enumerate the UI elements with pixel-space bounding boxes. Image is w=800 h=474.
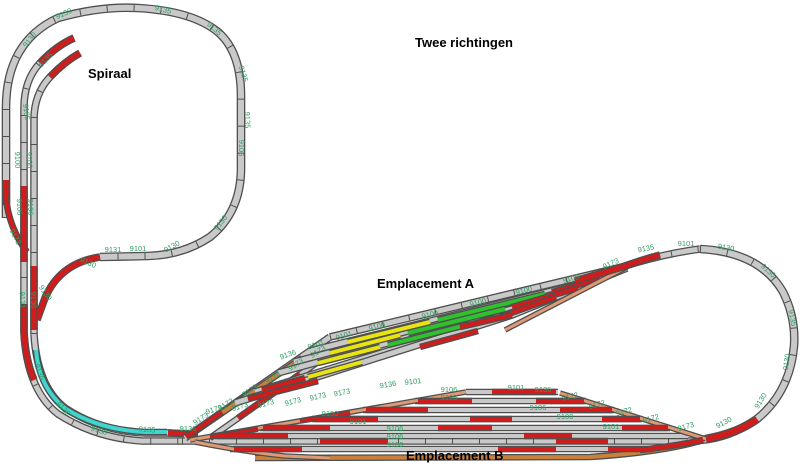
track-number: 9101 bbox=[350, 417, 367, 426]
track-fill-a6-red1 bbox=[247, 379, 319, 401]
track-number: 9106 bbox=[26, 198, 36, 215]
track-number: 9135 bbox=[243, 111, 253, 128]
track-number: 9100 bbox=[13, 151, 23, 168]
track-number: 9106 bbox=[441, 393, 458, 402]
track-fill-a3-green bbox=[407, 307, 506, 335]
track-number: 9130 bbox=[781, 353, 792, 371]
track-number: 9106 bbox=[387, 432, 404, 441]
track-number: 9106 bbox=[237, 140, 247, 157]
label-emplacement-a: Emplacement A bbox=[377, 276, 475, 291]
track-number: 9135 bbox=[237, 65, 250, 84]
track-number: 9172 bbox=[642, 412, 660, 425]
track-number: 9173 bbox=[677, 420, 696, 433]
track-number: 9173 bbox=[309, 390, 327, 403]
track-number: 9136 bbox=[535, 385, 552, 394]
track-number: 9101 bbox=[678, 239, 695, 248]
track-number: 9100 bbox=[562, 272, 580, 285]
track-joints-loop-topleft bbox=[3, 4, 244, 260]
track-fill-loop-right-red-bottom bbox=[705, 416, 759, 442]
track-u-inner-cyan bbox=[32, 349, 167, 436]
track-number: 9173 bbox=[231, 400, 250, 413]
track-fill-spiral-red-1 bbox=[38, 35, 76, 65]
track-fill-b-orange-tail-red bbox=[639, 438, 704, 452]
track-number: 9100 bbox=[421, 308, 439, 321]
track-number: 9106 bbox=[441, 385, 458, 394]
track-fill-a5-red1 bbox=[261, 376, 306, 392]
track-number: 9135 bbox=[21, 103, 32, 121]
track-joints-loop-right bbox=[699, 246, 798, 443]
track-number: 9100 bbox=[557, 412, 574, 421]
track-number: 9130 bbox=[717, 242, 735, 254]
track-u-inner bbox=[30, 333, 172, 437]
track-fill-u-outer-red bbox=[21, 305, 37, 381]
track-number: 9173 bbox=[257, 397, 275, 410]
track-number: 9101 bbox=[335, 329, 354, 342]
track-number: 9173 bbox=[333, 386, 351, 398]
track-number: 9101 bbox=[130, 244, 147, 253]
track-number: 9131 bbox=[18, 291, 28, 308]
track-number: 9130 bbox=[90, 424, 109, 437]
track-number: 9131 bbox=[105, 245, 122, 254]
track-fill-loop-right bbox=[699, 246, 798, 443]
track-loop-topleft bbox=[1, 3, 246, 262]
track-number: 9100 bbox=[387, 440, 404, 449]
track-number: 9135 bbox=[154, 3, 172, 16]
label-emplacement-b: Emplacement B bbox=[406, 448, 504, 463]
track-number: 9173 bbox=[284, 395, 302, 408]
track-number: 9135 bbox=[786, 309, 798, 327]
track-fill-loop-topleft bbox=[3, 4, 244, 260]
track-number: 9106 bbox=[387, 424, 404, 433]
track-fill-spiral-red-2 bbox=[48, 50, 82, 79]
track-loop-right bbox=[699, 244, 799, 445]
track-number: 9136 bbox=[29, 291, 39, 308]
track-number: 9101 bbox=[603, 422, 620, 431]
track-number: 9106 bbox=[15, 198, 25, 215]
track-number: 9136 bbox=[379, 379, 397, 391]
track-fill-ladder-a-red1 bbox=[184, 410, 224, 439]
track-fill-a4-yellow bbox=[317, 345, 381, 365]
track-fill-a-main-red bbox=[574, 252, 661, 284]
track-number: 9100 bbox=[25, 151, 35, 168]
track-number: 9172 bbox=[561, 390, 579, 403]
label-spiraal: Spiraal bbox=[88, 66, 132, 81]
track-number: 9101 bbox=[508, 383, 525, 392]
track-fill-u-inner bbox=[31, 333, 172, 436]
track-fill-a6-red2 bbox=[459, 313, 513, 329]
track-number: 9135 bbox=[637, 242, 655, 254]
track-fill-connector-left-red bbox=[34, 254, 101, 321]
track-number: 9100 bbox=[368, 320, 386, 333]
track-number: 9135 bbox=[138, 424, 155, 434]
track-number: 9172 bbox=[615, 405, 633, 418]
track-fill-a4-green bbox=[387, 322, 471, 347]
track-fill-a2-yellow bbox=[347, 320, 431, 344]
track-fill-u-inner-cyan bbox=[34, 349, 167, 434]
track-fill-a5-red2 bbox=[419, 329, 479, 349]
track-fill-a2-green bbox=[437, 292, 546, 322]
track-fill-ladder-a-right-salmon bbox=[504, 265, 628, 332]
track-number: 9100 bbox=[469, 296, 487, 309]
label-twee-richtingen: Twee richtingen bbox=[415, 35, 513, 50]
track-number: 9100 bbox=[515, 284, 533, 297]
track-number: 9172 bbox=[588, 398, 606, 411]
track-fill-a5-yellow bbox=[307, 360, 363, 379]
track-number: 9101 bbox=[404, 376, 422, 387]
track-number: 9106 bbox=[530, 403, 547, 412]
track-number: 9100 bbox=[322, 409, 339, 418]
track-fill-a3-yellow bbox=[329, 333, 401, 355]
track-number: 9136 bbox=[180, 424, 197, 433]
